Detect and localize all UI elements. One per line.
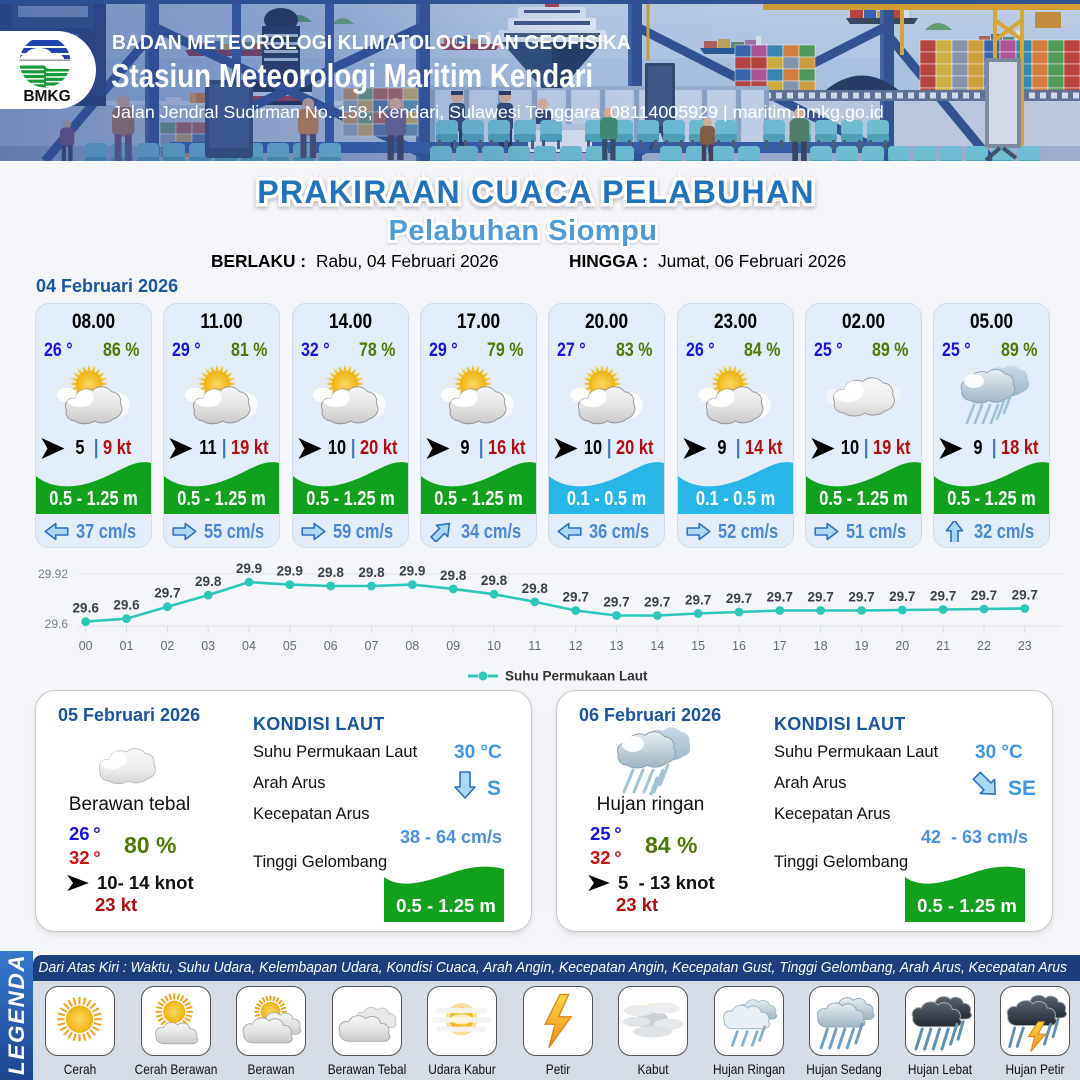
- svg-text:03: 03: [201, 639, 215, 653]
- svg-text:29.7: 29.7: [726, 591, 752, 606]
- svg-text:01: 01: [120, 639, 134, 653]
- svg-text:14: 14: [650, 639, 664, 653]
- svg-text:Suhu Permukaan Laut: Suhu Permukaan Laut: [505, 669, 648, 684]
- svg-text:29.7: 29.7: [1012, 588, 1038, 603]
- svg-text:22: 22: [977, 639, 991, 653]
- svg-text:0.5 - 1.25 m: 0.5 - 1.25 m: [917, 895, 1017, 916]
- svg-text:29.9: 29.9: [236, 561, 262, 576]
- svg-text:29.7: 29.7: [603, 595, 629, 610]
- svg-text:29.7: 29.7: [971, 588, 997, 603]
- svg-text:12: 12: [569, 639, 583, 653]
- svg-text:PRAKIRAAN CUACA PELABUHAN: PRAKIRAAN CUACA PELABUHAN: [257, 174, 815, 210]
- svg-text:02: 02: [160, 639, 174, 653]
- svg-text:29.7: 29.7: [767, 590, 793, 605]
- svg-text:29.6: 29.6: [113, 598, 140, 613]
- svg-text:29.9: 29.9: [399, 564, 425, 579]
- svg-text:29.7: 29.7: [685, 593, 711, 608]
- svg-text:29.8: 29.8: [522, 581, 549, 596]
- svg-text:05: 05: [283, 639, 297, 653]
- svg-text:Pelabuhan Siompu: Pelabuhan Siompu: [388, 215, 657, 247]
- svg-text:17: 17: [773, 639, 787, 653]
- svg-text:29.8: 29.8: [318, 565, 345, 580]
- svg-text:07: 07: [365, 639, 379, 653]
- svg-text:29.7: 29.7: [848, 590, 874, 605]
- svg-text:06: 06: [324, 639, 338, 653]
- svg-text:19: 19: [855, 639, 869, 653]
- svg-text:20: 20: [895, 639, 909, 653]
- svg-text:15: 15: [691, 639, 705, 653]
- svg-text:16: 16: [732, 639, 746, 653]
- svg-text:10: 10: [487, 639, 501, 653]
- svg-text:29.7: 29.7: [154, 586, 180, 601]
- svg-text:29.8: 29.8: [440, 568, 467, 583]
- svg-text:0.5 - 1.25 m: 0.5 - 1.25 m: [396, 895, 496, 916]
- svg-text:11: 11: [528, 639, 541, 653]
- svg-text:29.8: 29.8: [481, 573, 508, 588]
- svg-text:29.92: 29.92: [38, 567, 68, 581]
- svg-text:29.6: 29.6: [73, 601, 100, 616]
- svg-text:29.7: 29.7: [889, 589, 915, 604]
- svg-text:29.7: 29.7: [644, 595, 670, 610]
- svg-text:21: 21: [936, 639, 950, 653]
- svg-text:08: 08: [405, 639, 419, 653]
- svg-text:29.8: 29.8: [358, 565, 385, 580]
- svg-text:29.8: 29.8: [195, 574, 222, 589]
- svg-text:18: 18: [814, 639, 828, 653]
- svg-text:00: 00: [79, 639, 93, 653]
- svg-text:29.7: 29.7: [930, 589, 956, 604]
- svg-text:29.6: 29.6: [45, 617, 69, 631]
- svg-text:04: 04: [242, 639, 256, 653]
- svg-text:13: 13: [610, 639, 624, 653]
- svg-text:29.7: 29.7: [563, 590, 589, 605]
- svg-text:23: 23: [1018, 639, 1032, 653]
- svg-text:29.7: 29.7: [807, 590, 833, 605]
- svg-text:09: 09: [446, 639, 460, 653]
- svg-text:29.9: 29.9: [277, 564, 303, 579]
